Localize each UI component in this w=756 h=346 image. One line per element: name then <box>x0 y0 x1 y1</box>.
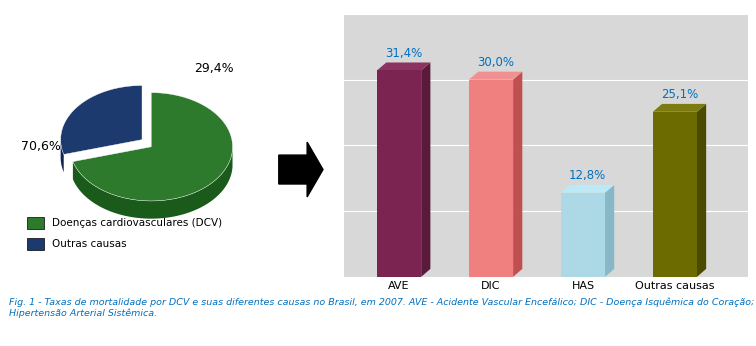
Text: Outras causas: Outras causas <box>51 239 126 249</box>
Bar <box>26 217 44 228</box>
Bar <box>653 112 697 277</box>
Polygon shape <box>421 63 430 277</box>
Polygon shape <box>605 185 614 277</box>
Text: Fig. 1 - Taxas de mortalidade por DCV e suas diferentes causas no Brasil, em 200: Fig. 1 - Taxas de mortalidade por DCV e … <box>9 298 756 318</box>
Text: 12,8%: 12,8% <box>569 169 606 182</box>
Text: 31,4%: 31,4% <box>385 47 423 60</box>
Polygon shape <box>377 63 430 70</box>
Polygon shape <box>73 93 233 201</box>
Text: 70,6%: 70,6% <box>21 140 61 153</box>
Text: 30,0%: 30,0% <box>477 56 514 69</box>
Bar <box>377 70 421 277</box>
Polygon shape <box>653 104 706 112</box>
Polygon shape <box>513 72 522 277</box>
Text: 29,4%: 29,4% <box>194 62 234 74</box>
Polygon shape <box>561 185 614 193</box>
Polygon shape <box>469 72 522 80</box>
Polygon shape <box>60 85 142 154</box>
Text: Doenças cardiovasculares (DCV): Doenças cardiovasculares (DCV) <box>51 218 222 228</box>
Bar <box>26 238 44 250</box>
Polygon shape <box>73 149 233 219</box>
Polygon shape <box>60 140 64 172</box>
Bar <box>469 80 513 277</box>
Text: 25,1%: 25,1% <box>661 88 698 101</box>
Bar <box>561 193 605 277</box>
Polygon shape <box>697 104 706 277</box>
FancyArrow shape <box>279 142 323 197</box>
